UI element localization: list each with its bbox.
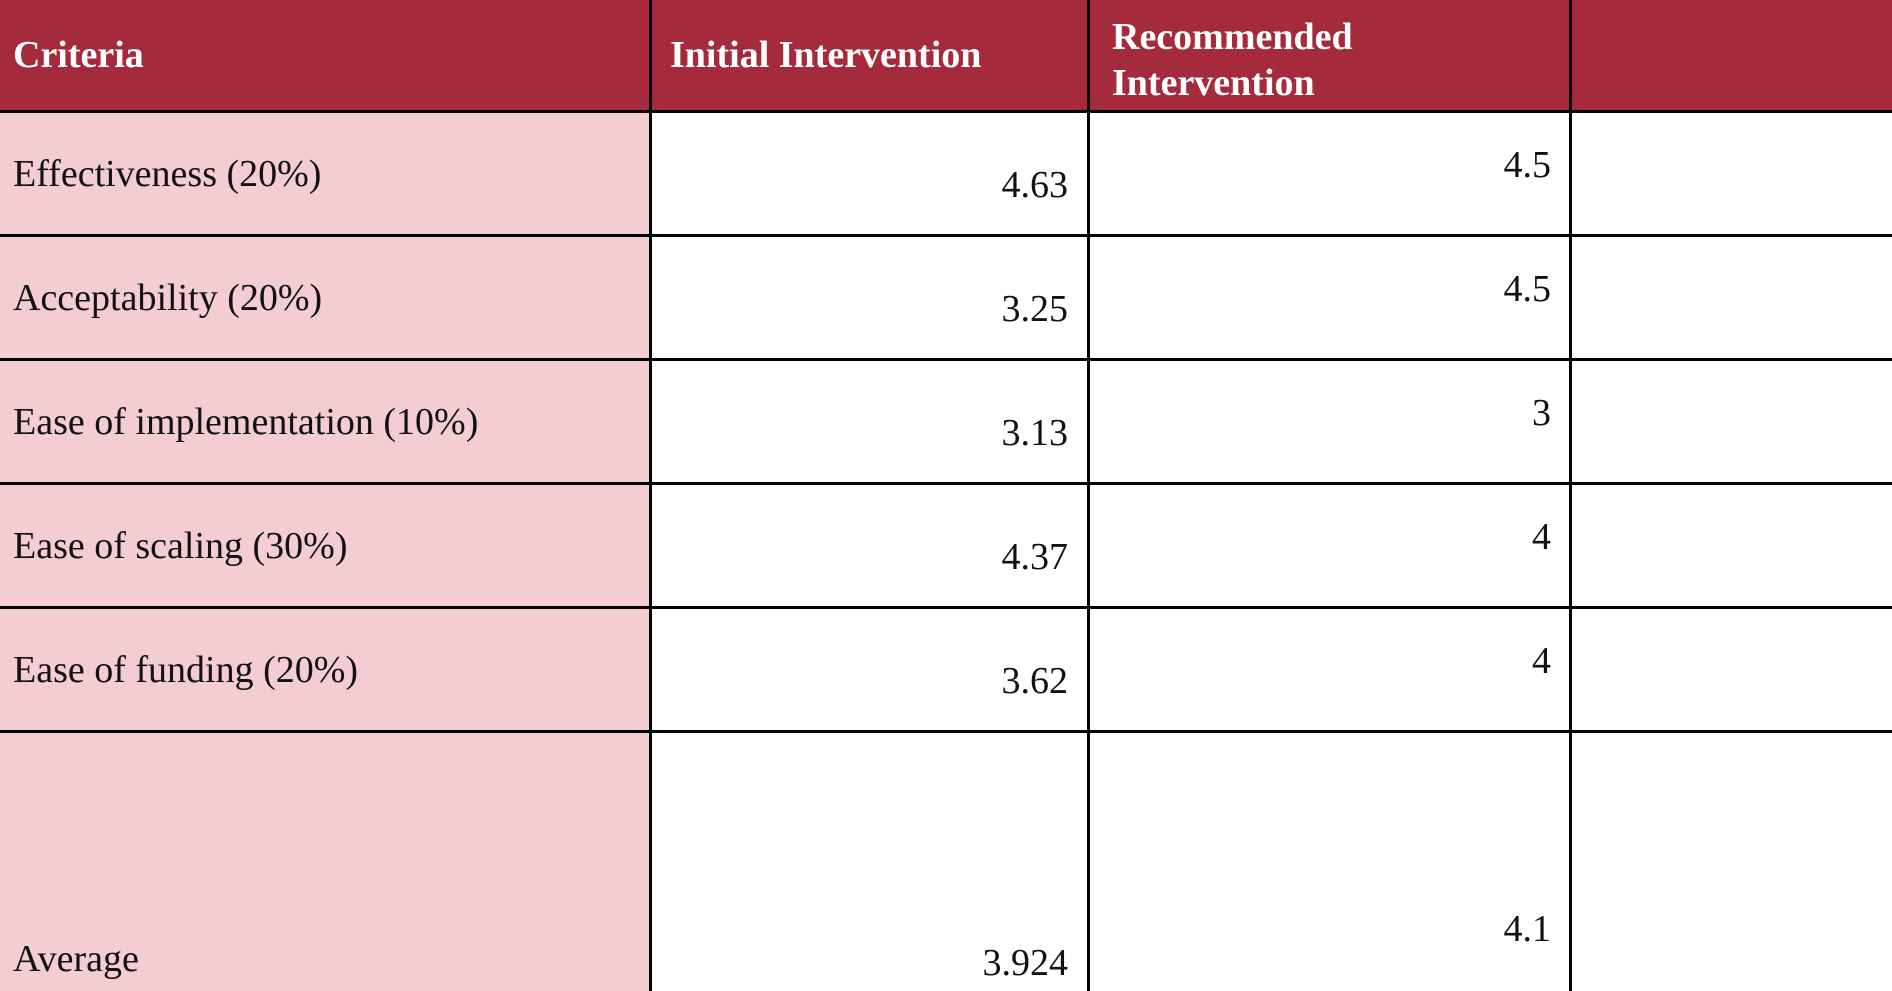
criteria-label: Ease of implementation (10%) — [13, 400, 479, 443]
criteria-cell: Acceptability (20%) — [0, 237, 652, 358]
overflow-cell — [1572, 485, 1892, 606]
initial-value-cell: 3.13 — [652, 361, 1090, 482]
header-cell-criteria: Criteria — [0, 0, 652, 110]
initial-value: 3.924 — [982, 942, 1069, 984]
initial-value: 3.25 — [1001, 287, 1069, 330]
header-cell-overflow — [1572, 0, 1892, 110]
initial-value: 3.13 — [1001, 411, 1069, 454]
overflow-cell — [1572, 113, 1892, 234]
recommended-value: 4.5 — [1503, 267, 1552, 310]
initial-value-cell: 4.63 — [652, 113, 1090, 234]
overflow-cell — [1572, 361, 1892, 482]
criteria-label: Ease of funding (20%) — [13, 648, 359, 691]
recommended-value-cell: 4 — [1090, 485, 1572, 606]
header-cell-recommended-intervention: Recommended Intervention — [1090, 0, 1572, 110]
criteria-cell: Effectiveness (20%) — [0, 113, 652, 234]
criteria-cell: Ease of funding (20%) — [0, 609, 652, 730]
table-row-average: Average 3.924 4.1 — [0, 733, 1892, 991]
recommended-value: 4.5 — [1503, 143, 1552, 186]
table-row: Ease of scaling (30%) 4.37 4 — [0, 485, 1892, 609]
initial-value: 3.62 — [1001, 659, 1069, 702]
initial-value: 4.63 — [1001, 163, 1069, 206]
table-row: Ease of funding (20%) 3.62 4 — [0, 609, 1892, 733]
recommended-value: 4 — [1532, 515, 1551, 558]
criteria-label: Ease of scaling (30%) — [13, 524, 348, 567]
table-row: Effectiveness (20%) 4.63 4.5 — [0, 113, 1892, 237]
criteria-cell: Ease of scaling (30%) — [0, 485, 652, 606]
table-header-row: Criteria Initial Intervention Recommende… — [0, 0, 1892, 113]
initial-value-cell: 3.924 — [652, 733, 1090, 991]
header-label-recommended-intervention: Recommended Intervention — [1112, 16, 1353, 105]
header-cell-initial-intervention: Initial Intervention — [652, 0, 1090, 110]
criteria-label: Average — [13, 938, 139, 980]
recommended-value-cell: 4.5 — [1090, 237, 1572, 358]
initial-value-cell: 4.37 — [652, 485, 1090, 606]
recommended-value: 4 — [1532, 639, 1551, 682]
criteria-label: Acceptability (20%) — [13, 276, 323, 319]
criteria-cell: Average — [0, 733, 652, 991]
initial-value: 4.37 — [1001, 535, 1069, 578]
recommended-value-cell: 4.1 — [1090, 733, 1572, 991]
criteria-label: Effectiveness (20%) — [13, 152, 322, 195]
overflow-cell — [1572, 237, 1892, 358]
recommended-value-cell: 3 — [1090, 361, 1572, 482]
header-label-criteria: Criteria — [13, 34, 144, 76]
initial-value-cell: 3.62 — [652, 609, 1090, 730]
overflow-cell — [1572, 733, 1892, 991]
recommended-value: 4.1 — [1503, 908, 1552, 950]
criteria-cell: Ease of implementation (10%) — [0, 361, 652, 482]
table-row: Ease of implementation (10%) 3.13 3 — [0, 361, 1892, 485]
recommended-value-cell: 4 — [1090, 609, 1572, 730]
recommended-value: 3 — [1532, 391, 1551, 434]
overflow-cell — [1572, 609, 1892, 730]
header-label-initial-intervention: Initial Intervention — [670, 34, 982, 76]
recommended-value-cell: 4.5 — [1090, 113, 1572, 234]
table-row: Acceptability (20%) 3.25 4.5 — [0, 237, 1892, 361]
initial-value-cell: 3.25 — [652, 237, 1090, 358]
